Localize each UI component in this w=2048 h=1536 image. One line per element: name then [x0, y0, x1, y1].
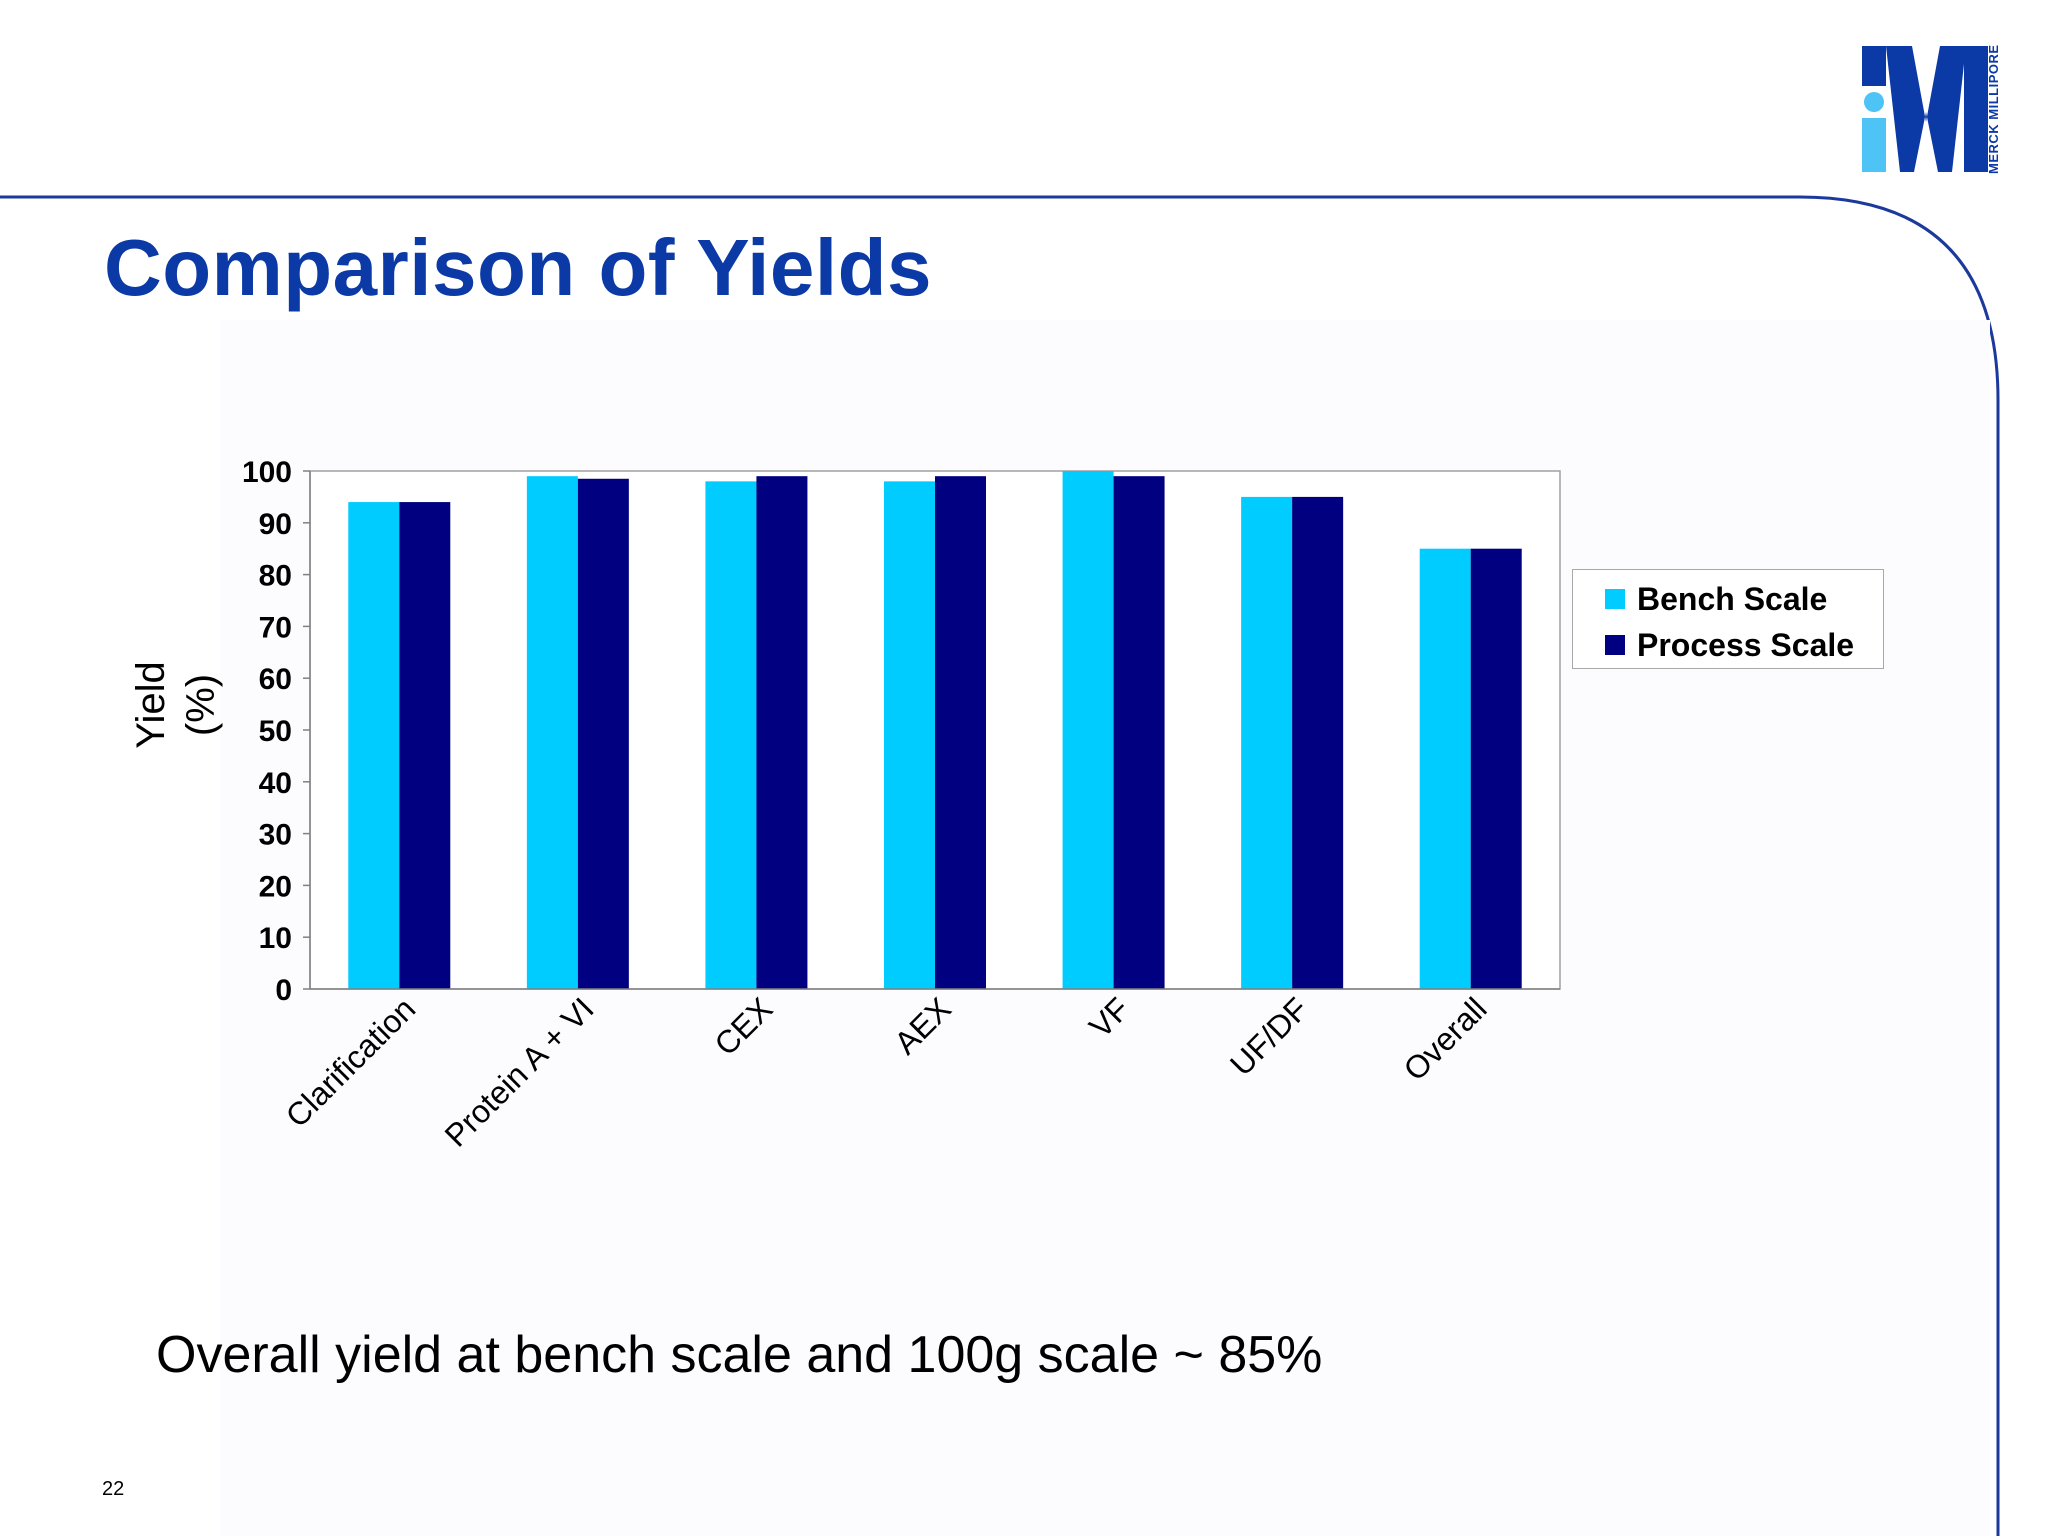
- y-tick-label: 50: [259, 715, 292, 748]
- bars-group: [348, 471, 1522, 989]
- bar-process-protein-a-vi: [577, 478, 629, 989]
- legend-swatch-process: [1605, 635, 1625, 655]
- y-tick-label: 40: [259, 767, 292, 800]
- x-tick-label: CEX: [707, 990, 779, 1062]
- bar-process-aex: [935, 476, 986, 989]
- legend-swatch-bench: [1605, 589, 1625, 609]
- y-tick-label: 10: [259, 922, 292, 955]
- chart-legend: Bench Scale Process Scale: [1572, 569, 1884, 669]
- y-tick-label: 30: [259, 819, 292, 852]
- bar-bench-cex: [705, 481, 757, 989]
- legend-label-process: Process Scale: [1637, 626, 1855, 663]
- page-number: 22: [102, 1478, 125, 1500]
- bar-bench-vf: [1062, 471, 1114, 989]
- slide-caption: Overall yield at bench scale and 100g sc…: [156, 1326, 1323, 1384]
- y-tick-label: 0: [275, 974, 292, 1007]
- legend-label-bench: Bench Scale: [1637, 580, 1828, 617]
- bar-process-clarification: [399, 502, 451, 989]
- x-tick-label: VF: [1082, 990, 1136, 1044]
- x-tick-label: UF/DF: [1223, 990, 1315, 1082]
- y-axis-title: Yield (%): [129, 661, 223, 749]
- bar-process-cex: [756, 476, 808, 989]
- y-tick-label: 80: [259, 560, 292, 593]
- y-tick-labels: 0 10 20 30 40 50 60 70 80 90 100: [242, 456, 310, 1007]
- bar-bench-overall: [1419, 548, 1471, 989]
- legend-item-process: Process Scale: [1605, 625, 1854, 665]
- y-tick-label: 90: [259, 508, 292, 541]
- bar-process-overall: [1470, 548, 1522, 989]
- bar-bench-protein-a-vi: [526, 476, 578, 989]
- y-tick-label: 60: [259, 663, 292, 696]
- legend-item-bench: Bench Scale: [1605, 579, 1827, 619]
- y-tick-label: 70: [259, 611, 292, 644]
- bar-process-uf-df: [1292, 496, 1344, 989]
- y-tick-label: 20: [259, 870, 292, 903]
- x-tick-label: Protein A + VI: [438, 990, 601, 1153]
- bar-process-vf: [1113, 476, 1165, 989]
- x-tick-label: Clarification: [279, 990, 423, 1134]
- x-tick-label: Overall: [1397, 990, 1494, 1087]
- merck-millipore-logo: [1862, 46, 1988, 172]
- header-rule: [0, 195, 2000, 1536]
- y-tick-label: 100: [242, 456, 292, 489]
- bar-bench-uf-df: [1241, 496, 1293, 989]
- bar-bench-clarification: [348, 502, 400, 989]
- x-tick-label: AEX: [887, 990, 958, 1061]
- slide-title: Comparison of Yields: [104, 223, 932, 312]
- bar-bench-aex: [884, 481, 935, 989]
- x-tick-labels: Clarification Protein A + VI CEX AEX VF UF/DF…: [279, 990, 1494, 1153]
